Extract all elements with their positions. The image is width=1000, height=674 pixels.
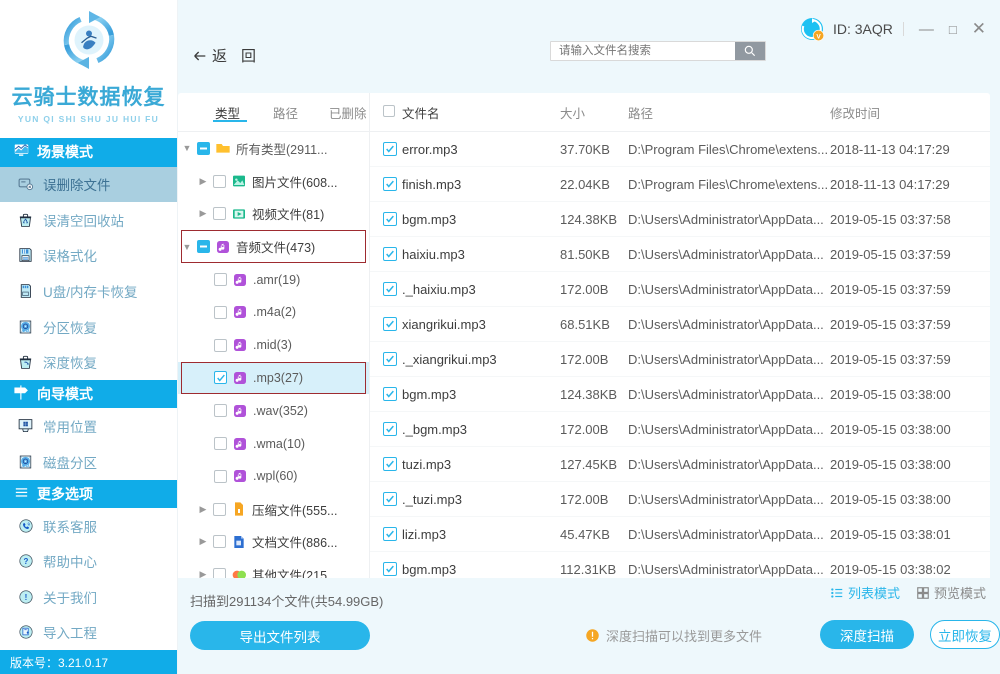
svg-text:V: V [816,33,821,40]
svg-text:?: ? [23,557,28,566]
svg-text:!: ! [24,593,27,602]
